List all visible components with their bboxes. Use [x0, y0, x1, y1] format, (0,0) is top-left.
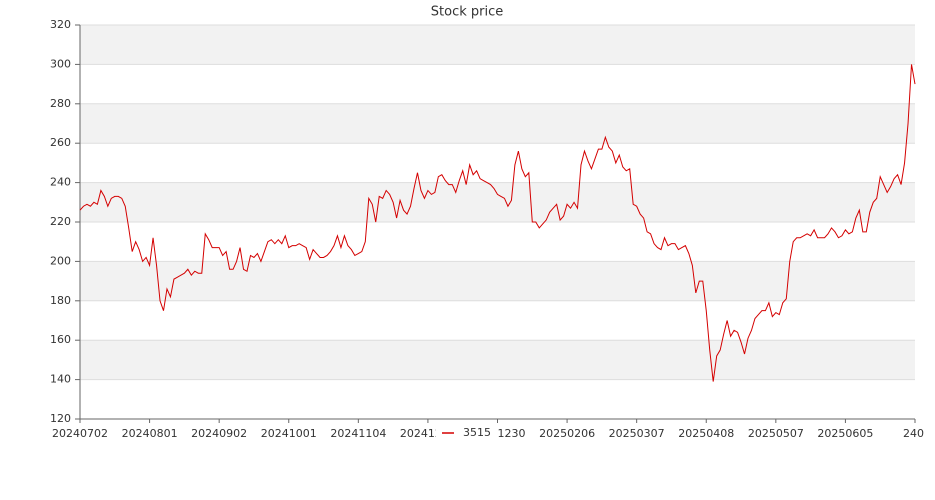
y-tick-label: 280 — [50, 97, 71, 110]
y-tick-label: 180 — [50, 294, 71, 307]
y-tick-label: 320 — [50, 18, 71, 31]
x-tick-label: 20241001 — [261, 427, 317, 440]
x-tick-label: 20240902 — [191, 427, 247, 440]
legend-label: 3515 — [463, 426, 491, 439]
x-tick-label: 240 — [903, 427, 924, 440]
chart-title: Stock price — [431, 5, 503, 20]
y-tick-label: 200 — [50, 254, 71, 267]
y-tick-label: 220 — [50, 215, 71, 228]
y-tick-label: 240 — [50, 176, 71, 189]
y-tick-label: 160 — [50, 333, 71, 346]
x-tick-label: 20241104 — [330, 427, 386, 440]
grid-band — [80, 182, 915, 222]
x-tick-label: 20250408 — [678, 427, 734, 440]
x-tick-label: 20240702 — [52, 427, 108, 440]
y-tick-label: 120 — [50, 412, 71, 425]
grid-band — [80, 103, 915, 144]
grid-band — [80, 25, 915, 65]
legend-box — [436, 423, 498, 443]
x-tick-label: 20250507 — [748, 427, 804, 440]
y-tick-label: 300 — [50, 57, 71, 70]
line-series — [79, 64, 916, 382]
x-tick-label: 20240801 — [122, 427, 178, 440]
x-tick-label: 20250605 — [817, 427, 873, 440]
y-tick-label: 260 — [50, 136, 71, 149]
y-tick-label: 140 — [50, 373, 71, 386]
x-tick-label: 20250206 — [539, 427, 595, 440]
x-tick-label: 20250307 — [609, 427, 665, 440]
grid-band — [80, 340, 915, 380]
grid-band — [80, 261, 915, 301]
